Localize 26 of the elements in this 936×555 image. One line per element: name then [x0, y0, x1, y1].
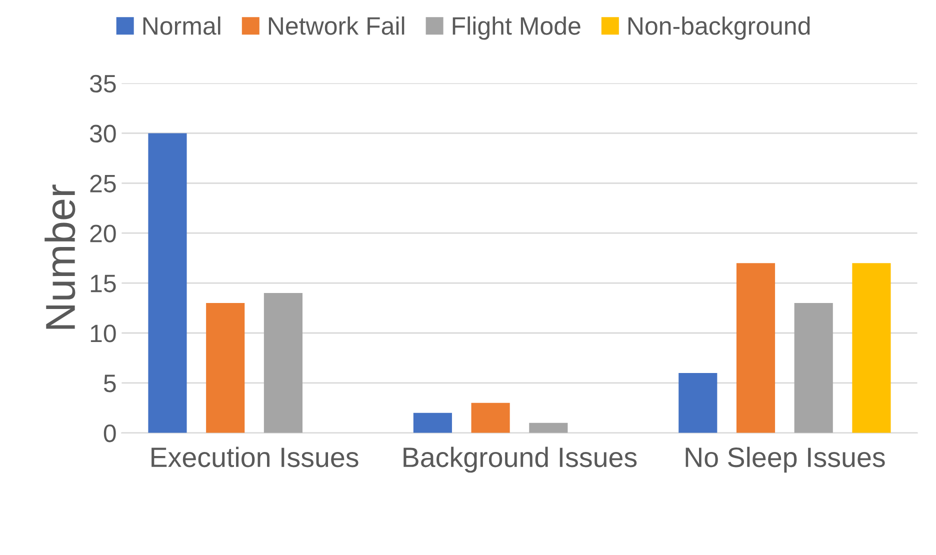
y-tick-label: 10	[90, 324, 116, 342]
legend-label: Normal	[143, 16, 220, 35]
y-axis-title: Number	[44, 184, 76, 329]
y-tick-label: 35	[90, 74, 116, 93]
legend-label: Network Fail	[268, 16, 404, 35]
bar	[471, 402, 510, 433]
bar	[206, 303, 245, 433]
y-tick-label: 0	[104, 424, 116, 442]
y-tick-label: 15	[90, 274, 116, 292]
bar	[678, 372, 718, 433]
x-tick-label: Execution Issues	[152, 446, 358, 468]
bar	[794, 303, 833, 433]
bar	[148, 133, 187, 433]
x-tick-label: Background Issues	[404, 446, 637, 473]
bar	[852, 263, 891, 433]
x-tick-label: No Sleep Issues	[686, 446, 885, 473]
y-tick-label: 30	[90, 124, 116, 143]
legend-label: Flight Mode	[452, 16, 580, 40]
y-tick-label: 5	[104, 374, 116, 392]
y-tick-label: 20	[90, 224, 116, 242]
legend-label: Non-background	[628, 16, 810, 40]
bar	[736, 263, 776, 433]
bar	[529, 422, 568, 433]
bar	[264, 293, 302, 433]
y-tick-label: 25	[90, 174, 116, 192]
bar	[413, 412, 452, 433]
